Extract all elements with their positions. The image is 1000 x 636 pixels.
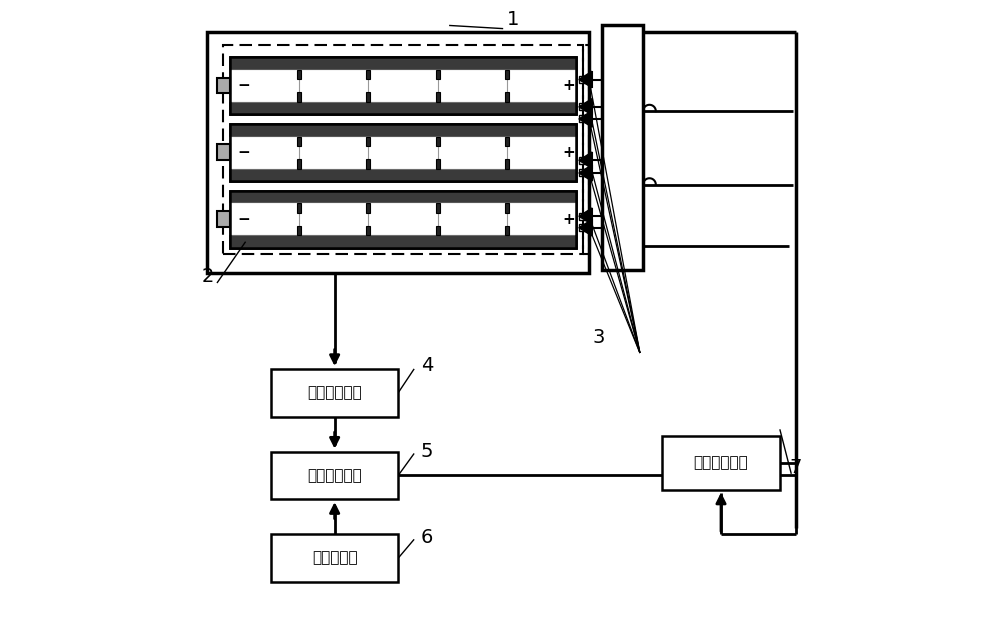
Bar [230,57,576,114]
Bar [230,191,576,248]
Text: 温度传感器: 温度传感器 [312,551,357,565]
Bar [366,159,370,169]
Text: −: − [237,145,250,160]
Text: 7: 7 [790,458,802,477]
Text: −: − [237,212,250,227]
Bar [230,191,576,204]
Bar [662,436,780,490]
Bar [579,224,586,231]
Bar [583,45,589,254]
Bar [230,124,576,181]
Bar [505,92,509,102]
Bar [207,32,589,273]
Text: 1: 1 [507,10,519,29]
Bar [579,212,586,219]
Text: +: + [562,78,575,93]
Bar [436,70,440,80]
Text: 2: 2 [201,267,214,286]
Bar [297,204,301,213]
Bar [297,137,301,146]
Polygon shape [579,99,592,115]
Bar [230,235,576,248]
Polygon shape [579,165,592,181]
Bar [230,191,576,248]
Bar [297,70,301,80]
Bar [505,137,509,146]
Bar [217,211,230,227]
Bar [297,226,301,235]
Bar [505,226,509,235]
Bar [297,92,301,102]
Bar [230,57,576,114]
Bar [366,226,370,235]
Bar [579,115,586,122]
Bar [366,92,370,102]
Bar [366,137,370,146]
Bar [436,92,440,102]
Bar [436,226,440,235]
Polygon shape [579,219,592,236]
Bar [230,102,576,114]
Bar [579,103,586,111]
Bar [505,159,509,169]
Bar [271,369,398,417]
Bar [230,124,576,137]
Bar [436,159,440,169]
Bar [217,78,230,93]
Bar [271,534,398,582]
Bar [579,169,586,176]
Bar [230,137,576,169]
Polygon shape [579,208,592,225]
Text: +: + [562,212,575,227]
Bar [366,204,370,213]
Polygon shape [579,152,592,169]
Bar [297,159,301,169]
Text: 4: 4 [421,356,433,375]
Bar [223,45,583,254]
Text: 5: 5 [421,442,433,461]
Bar [230,124,576,181]
Bar [271,452,398,499]
Bar [505,70,509,80]
Text: 6: 6 [421,528,433,547]
Text: 电池管理系统: 电池管理系统 [307,385,362,400]
Bar [436,204,440,213]
Text: 地面充电装置: 地面充电装置 [694,455,748,470]
Text: 整车管理系统: 整车管理系统 [307,468,362,483]
Bar [579,76,586,83]
Bar [602,25,643,270]
Bar [217,144,230,160]
Bar [505,204,509,213]
Polygon shape [579,111,592,127]
Bar [436,137,440,146]
Text: 3: 3 [592,328,605,347]
Text: −: − [237,78,250,93]
Text: +: + [562,145,575,160]
Polygon shape [579,71,592,88]
Bar [579,156,586,163]
Bar [230,204,576,235]
Bar [230,169,576,181]
Bar [230,57,576,70]
Bar [366,70,370,80]
Bar [230,70,576,102]
